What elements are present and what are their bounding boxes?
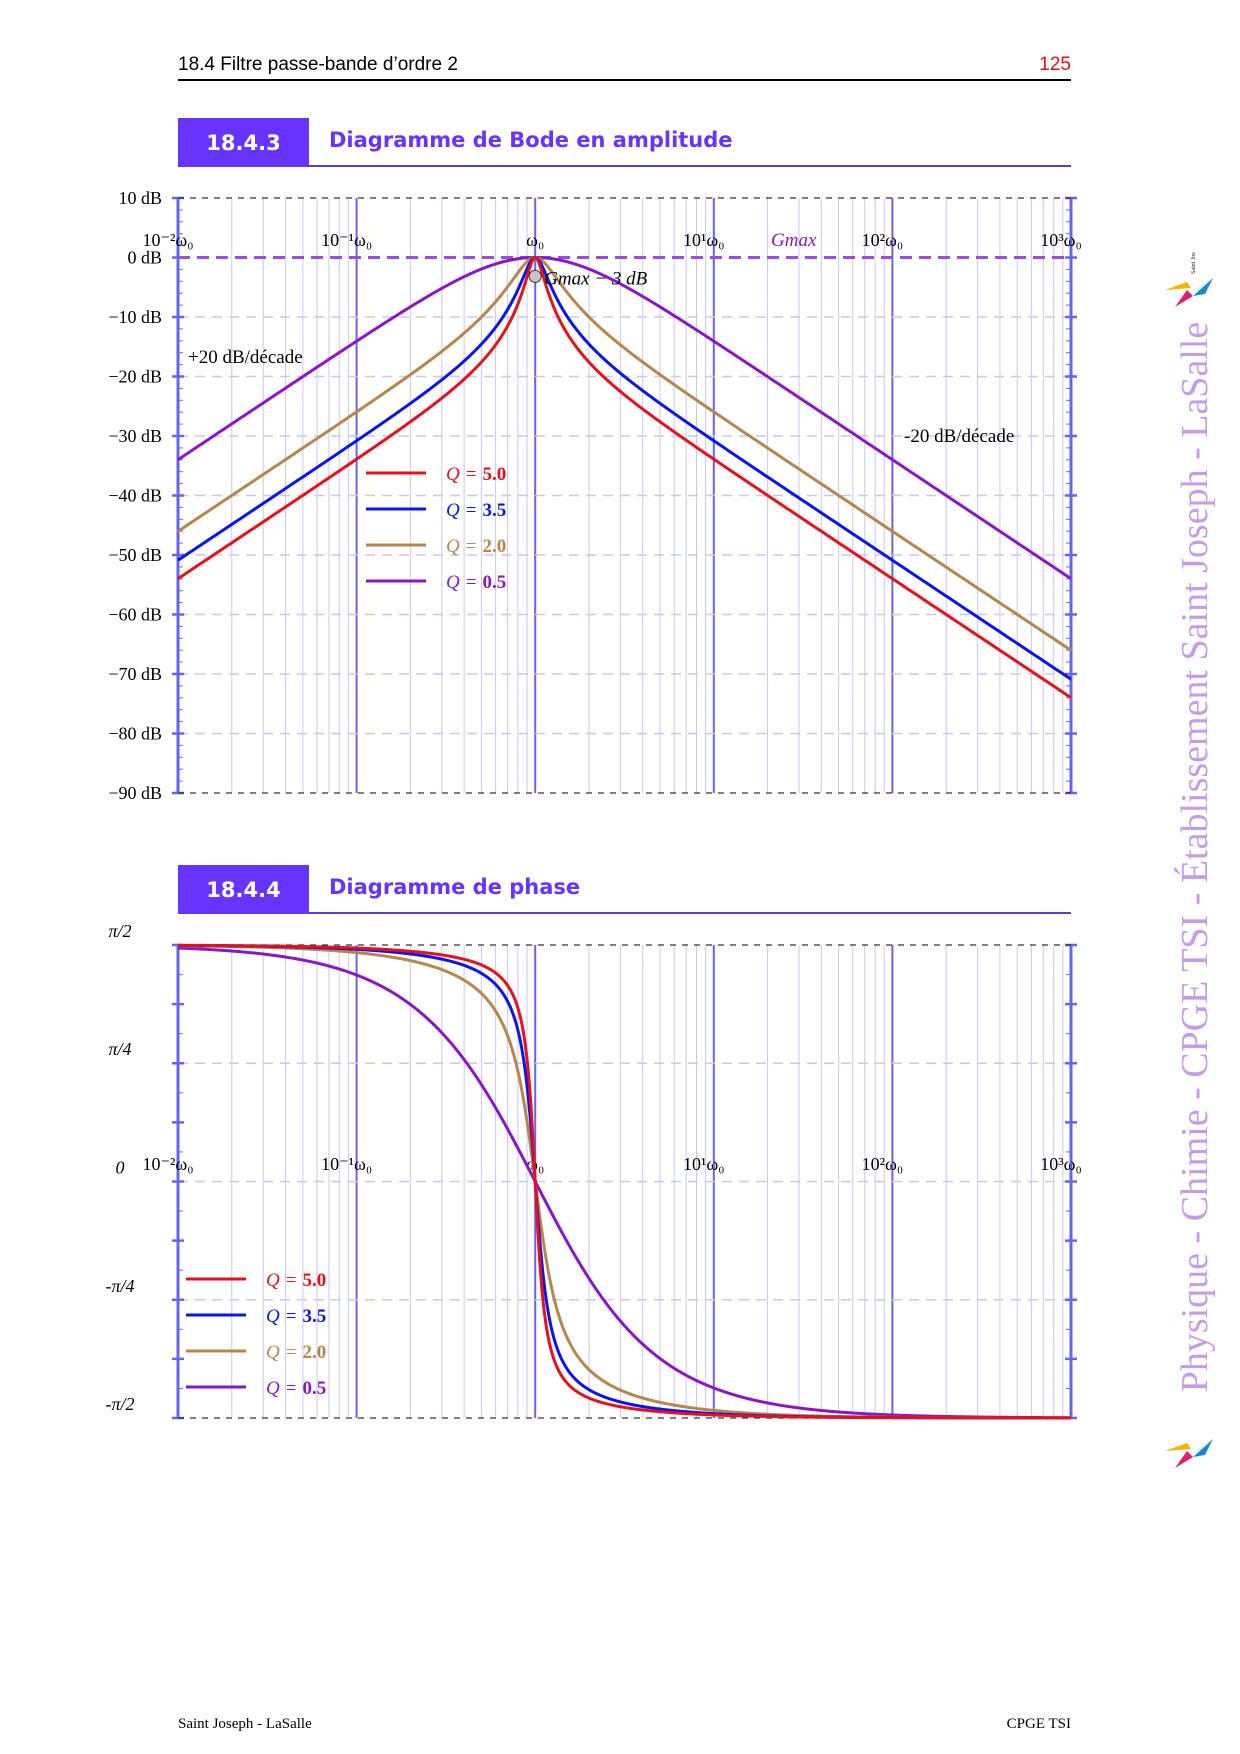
legend-equals: = xyxy=(466,536,477,557)
section-rule xyxy=(309,912,1071,914)
legend-label: Q = 2.0 xyxy=(266,1342,326,1363)
gain-curve xyxy=(177,255,1072,681)
legend-label: Q = 2.0 xyxy=(446,536,506,557)
phase-curve xyxy=(178,943,1071,1420)
legend-equals: = xyxy=(466,500,477,521)
legend-equals: = xyxy=(466,464,477,485)
header-rule xyxy=(178,79,1071,81)
gain-curve xyxy=(177,255,1072,652)
y-tick-label: 0 dB xyxy=(127,248,162,268)
slope-left-label: +20 dB/décade xyxy=(188,347,303,368)
legend-q-symbol: Q xyxy=(446,464,460,485)
legend-q-value: 0.5 xyxy=(482,572,506,593)
x-tick-label: 10⁻²ω₀ xyxy=(142,1154,193,1174)
section-number-box: 18.4.3 xyxy=(178,118,309,167)
x-tick-label: 10²ω₀ xyxy=(862,1154,904,1174)
y-tick-label: −30 dB xyxy=(108,426,162,446)
bode-amplitude-chart: 10 dB 0 dB −10 dB −20 dB −30 dB −40 dB −50 dB −… xyxy=(108,188,1081,803)
legend-q-value: 5.0 xyxy=(482,464,506,485)
gain-curve xyxy=(177,255,1072,699)
x-tick-label: 10¹ω₀ xyxy=(683,1154,725,1174)
x-tick-label: 10³ω₀ xyxy=(1040,230,1082,250)
legend-label: Q = 0.5 xyxy=(266,1378,326,1399)
school-logo-icon: Saint Joseph xyxy=(1165,252,1213,307)
y-tick-label: −70 dB xyxy=(108,664,162,684)
legend-q-value: 2.0 xyxy=(482,536,506,557)
legend-label: Q = 5.0 xyxy=(266,1270,326,1291)
legend-q-symbol: Q xyxy=(446,536,460,557)
minus-3db-marker xyxy=(528,269,542,283)
y-tick-label: −60 dB xyxy=(108,605,162,625)
bode-phase-chart: π/2π/40-π/4-π/210⁻²ω₀ 10⁻¹ω₀ ω₀ 10¹ω₀ 10²ω₀ 1… xyxy=(105,921,1082,1420)
y-tick-label: -π/2 xyxy=(105,1394,134,1414)
y-tick-label: −50 dB xyxy=(108,545,162,565)
section-number: 18.4.4 xyxy=(206,877,281,902)
section-title: Diagramme de phase xyxy=(329,875,581,899)
y-tick-label: π/4 xyxy=(108,1039,131,1059)
svg-text:Saint Joseph: Saint Joseph xyxy=(1191,252,1197,274)
x-tick-label: ω₀ xyxy=(526,230,544,250)
legend-q-symbol: Q xyxy=(266,1342,280,1363)
legend-q-value: 5.0 xyxy=(302,1270,326,1291)
legend-q-symbol: Q xyxy=(446,500,460,521)
y-tick-label: -π/4 xyxy=(105,1276,134,1296)
legend-q-value: 3.5 xyxy=(482,500,506,521)
y-tick-label: 10 dB xyxy=(118,188,162,208)
phase-curve xyxy=(177,946,1071,1420)
legend-q-symbol: Q xyxy=(266,1270,280,1291)
section-title: Diagramme de Bode en amplitude xyxy=(329,128,733,152)
page-number: 125 xyxy=(1039,54,1071,75)
section-number-box: 18.4.4 xyxy=(178,865,309,914)
section-number: 18.4.3 xyxy=(206,130,281,155)
legend-equals: = xyxy=(286,1306,297,1327)
legend-label: Q = 3.5 xyxy=(266,1306,326,1327)
legend-equals: = xyxy=(286,1342,297,1363)
slope-right-label: -20 dB/décade xyxy=(904,426,1014,447)
y-tick-label: −80 dB xyxy=(108,724,162,744)
legend-q-symbol: Q xyxy=(266,1306,280,1327)
legend-label: Q = 5.0 xyxy=(446,464,506,485)
y-tick-label: −20 dB xyxy=(108,367,162,387)
x-tick-label: 10⁻¹ω₀ xyxy=(321,1154,372,1174)
y-tick-label: −90 dB xyxy=(108,783,162,803)
legend-q-value: 2.0 xyxy=(302,1342,326,1363)
legend-q-symbol: Q xyxy=(446,572,460,593)
legend-q-symbol: Q xyxy=(266,1378,280,1399)
legend-label: Q = 0.5 xyxy=(446,572,506,593)
legend-equals: = xyxy=(286,1270,297,1291)
footer-right: CPGE TSI xyxy=(1006,1716,1071,1732)
x-tick-label: 10²ω₀ xyxy=(862,230,904,250)
y-tick-label: −10 dB xyxy=(108,307,162,327)
x-tick-label: 10⁻²ω₀ xyxy=(142,230,193,250)
running-header-section: 18.4 Filtre passe-bande d’ordre 2 xyxy=(178,54,458,75)
gmax-label: Gmax xyxy=(771,230,817,251)
sidebar-vertical-text: Physique - Chimie - CPGE TSI - Établisse… xyxy=(1174,321,1216,1393)
gain-curve xyxy=(177,256,1072,580)
x-tick-label: 10⁻¹ω₀ xyxy=(321,230,372,250)
y-tick-label: 0 xyxy=(116,1158,125,1178)
legend-equals: = xyxy=(466,572,477,593)
x-tick-label: 10¹ω₀ xyxy=(683,230,725,250)
section-rule xyxy=(309,165,1071,167)
x-tick-label: 10³ω₀ xyxy=(1040,1154,1082,1174)
y-tick-label: −40 dB xyxy=(108,486,162,506)
school-logo-icon xyxy=(1165,1439,1213,1468)
y-tick-label: π/2 xyxy=(108,921,131,941)
legend-q-value: 3.5 xyxy=(302,1306,326,1327)
footer-left: Saint Joseph - LaSalle xyxy=(178,1716,312,1732)
gmax-minus-3db-label: Gmax − 3 dB xyxy=(544,268,647,289)
legend-label: Q = 3.5 xyxy=(446,500,506,521)
legend-equals: = xyxy=(286,1378,297,1399)
legend-q-value: 0.5 xyxy=(302,1378,326,1399)
